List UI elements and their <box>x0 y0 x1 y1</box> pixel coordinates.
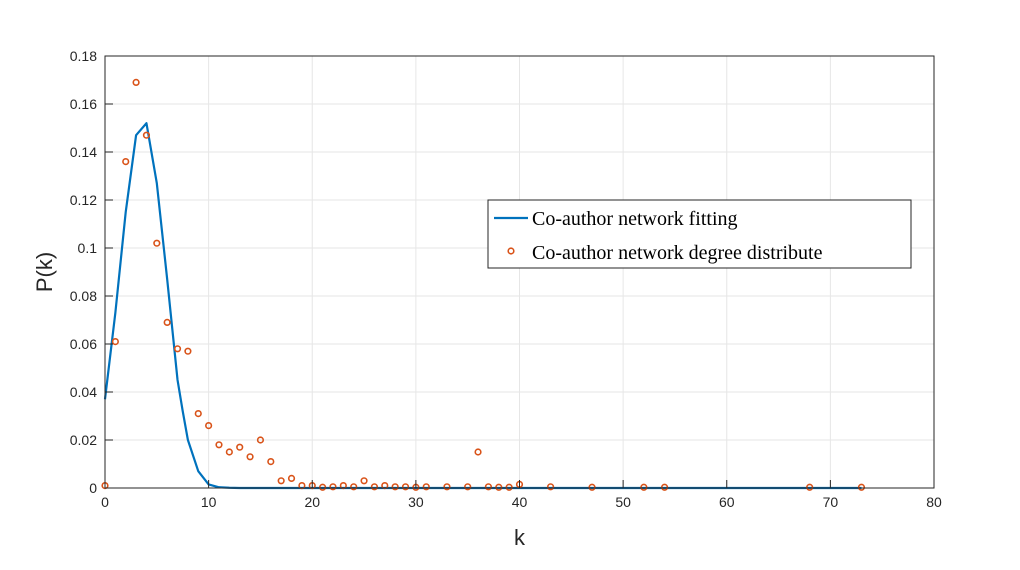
degree-point <box>142 131 151 139</box>
legend: Co-author network fitting Co-author netw… <box>487 199 912 269</box>
degree-point <box>474 448 482 456</box>
y-tick-label: 0.04 <box>70 384 97 400</box>
degree-point <box>422 483 430 491</box>
legend-label-degree: Co-author network degree distribute <box>532 242 823 264</box>
degree-point <box>329 483 337 491</box>
degree-point <box>236 443 244 451</box>
x-tick-label: 30 <box>408 494 424 510</box>
degree-point <box>443 483 451 491</box>
y-tick-label: 0.06 <box>70 336 97 352</box>
degree-point <box>194 410 202 418</box>
degree-point <box>806 483 814 491</box>
y-tick-label: 0.08 <box>70 288 97 304</box>
degree-point <box>173 345 182 353</box>
degree-point <box>163 318 171 327</box>
degree-point <box>153 239 161 247</box>
y-tick-label: 0.12 <box>70 192 97 208</box>
degree-point <box>287 474 296 483</box>
degree-point <box>660 483 669 491</box>
degree-point <box>225 448 233 456</box>
degree-point <box>277 477 285 485</box>
degree-point <box>111 338 119 346</box>
y-tick-label: 0.02 <box>70 432 97 448</box>
ticks: 0 10 20 30 40 50 60 70 80 0 0.02 0.04 0.06 0.08 0.1 0.1… <box>70 48 942 510</box>
y-tick-label: 0 <box>89 480 97 496</box>
degree-point <box>495 483 503 491</box>
x-tick-label: 0 <box>101 494 109 510</box>
degree-point <box>857 483 866 491</box>
degree-point <box>370 483 379 491</box>
legend-box <box>487 199 912 269</box>
degree-point <box>122 158 130 166</box>
degree-point <box>391 483 399 491</box>
degree-point <box>484 483 493 491</box>
legend-label-fitting: Co-author network fitting <box>532 208 738 230</box>
x-tick-label: 70 <box>823 494 839 510</box>
y-tick-label: 0.14 <box>70 144 97 160</box>
degree-point <box>256 436 265 444</box>
degree-point <box>401 483 410 491</box>
x-axis-label: k <box>514 525 526 550</box>
degree-point <box>464 483 472 491</box>
degree-point <box>319 483 327 491</box>
degree-point <box>205 422 213 430</box>
x-tick-label: 50 <box>615 494 631 510</box>
degree-point <box>360 477 368 485</box>
degree-point <box>640 483 648 491</box>
x-tick-label: 80 <box>926 494 942 510</box>
legend-marker-swatch <box>507 247 515 255</box>
y-tick-label: 0.1 <box>78 240 98 256</box>
x-tick-label: 60 <box>719 494 735 510</box>
x-tick-label: 20 <box>304 494 320 510</box>
degree-point <box>505 483 513 491</box>
degree-point <box>215 441 223 449</box>
degree-point <box>267 458 275 466</box>
degree-point <box>588 483 596 491</box>
y-tick-label: 0.16 <box>70 96 97 112</box>
degree-point <box>184 347 192 355</box>
degree-point <box>246 453 254 461</box>
degree-point <box>350 483 358 491</box>
x-tick-label: 10 <box>201 494 217 510</box>
x-tick-label: 40 <box>512 494 528 510</box>
degree-point <box>546 483 555 491</box>
y-tick-label: 0.18 <box>70 48 97 64</box>
degree-point <box>132 78 140 86</box>
y-axis-label: P(k) <box>32 252 57 292</box>
